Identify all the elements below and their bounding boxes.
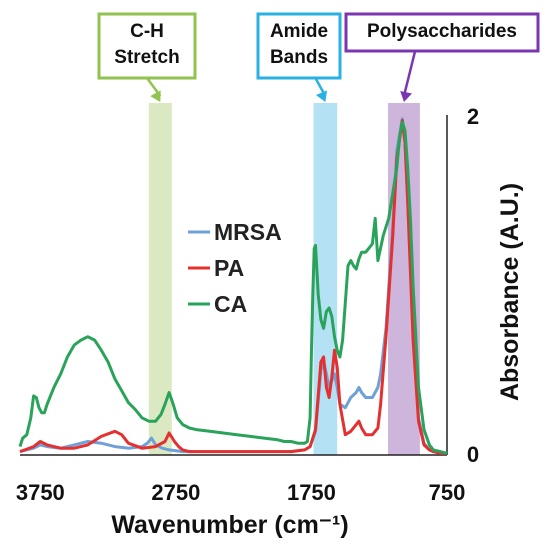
x-tick-label: 3750 xyxy=(16,480,65,505)
callout-arrowhead xyxy=(400,90,412,102)
x-tick-label: 1750 xyxy=(287,480,336,505)
x-tick-label: 750 xyxy=(429,480,466,505)
callout-arrow xyxy=(402,50,417,97)
callout-arrowhead xyxy=(315,90,328,102)
callout-label: C-H xyxy=(130,21,164,42)
x-tick-label: 2750 xyxy=(151,480,200,505)
callout-box xyxy=(256,12,342,80)
x-axis-title: Wavenumber (cm⁻¹) xyxy=(111,511,348,539)
region-callouts: C-H Stretch Amide Bands Polysaccharides xyxy=(97,12,540,102)
series-line-ca xyxy=(18,120,448,455)
callout-arrowhead xyxy=(150,90,161,102)
callout-label: Stretch xyxy=(114,47,179,68)
y-axis-title: Absorbance (A.U.) xyxy=(496,183,524,401)
region-band xyxy=(148,103,172,455)
y-tick-label: 2 xyxy=(467,104,479,129)
region-band xyxy=(388,103,420,455)
highlight-regions xyxy=(148,103,420,455)
legend-label: MRSA xyxy=(214,219,282,245)
y-tick-label: 0 xyxy=(467,442,479,467)
legend: MRSA PA CA xyxy=(188,219,282,317)
callout-label: Polysaccharides xyxy=(367,21,517,42)
callout-box xyxy=(344,12,540,53)
callout-label: Amide xyxy=(270,21,328,42)
series-line-mrsa xyxy=(19,117,447,455)
legend-label: CA xyxy=(214,291,247,317)
series-layer xyxy=(18,117,448,455)
callout-box xyxy=(97,12,197,80)
series-line-pa xyxy=(19,118,447,455)
callout-label: Bands xyxy=(270,47,328,68)
legend-label: PA xyxy=(214,255,244,281)
